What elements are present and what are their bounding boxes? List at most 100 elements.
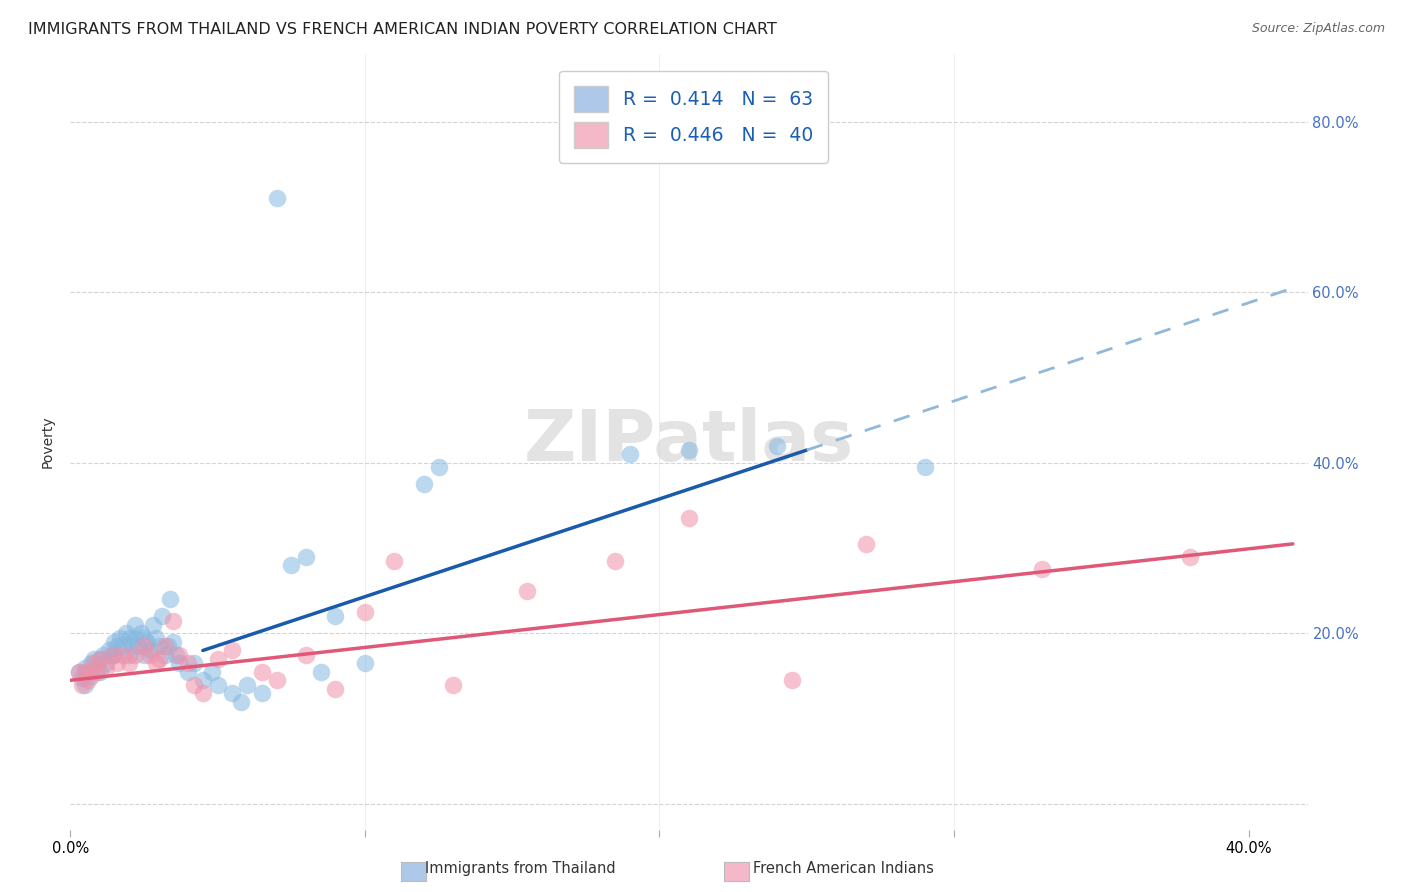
Point bbox=[177, 665, 200, 679]
Point bbox=[135, 635, 157, 649]
Point bbox=[231, 695, 253, 709]
Point bbox=[162, 635, 184, 649]
Point bbox=[191, 673, 214, 688]
Point bbox=[83, 657, 105, 671]
Point bbox=[207, 677, 229, 691]
Text: IMMIGRANTS FROM THAILAND VS FRENCH AMERICAN INDIAN POVERTY CORRELATION CHART: IMMIGRANTS FROM THAILAND VS FRENCH AMERI… bbox=[28, 22, 778, 37]
Point bbox=[86, 665, 108, 679]
Point bbox=[145, 657, 167, 671]
Point bbox=[169, 648, 191, 662]
Point bbox=[83, 652, 105, 666]
Point bbox=[309, 665, 332, 679]
Point bbox=[67, 665, 90, 679]
Point bbox=[89, 652, 111, 666]
Point bbox=[441, 677, 464, 691]
Point bbox=[221, 643, 243, 657]
Point bbox=[236, 677, 259, 691]
Point bbox=[129, 626, 152, 640]
Point bbox=[70, 671, 93, 685]
Point bbox=[118, 657, 141, 671]
Point bbox=[139, 643, 162, 657]
Point bbox=[121, 639, 143, 653]
Point bbox=[150, 609, 173, 624]
Point bbox=[132, 639, 155, 653]
Text: Immigrants from Thailand: Immigrants from Thailand bbox=[425, 861, 616, 876]
Point bbox=[80, 657, 103, 671]
Point bbox=[107, 639, 129, 653]
Point bbox=[80, 665, 103, 679]
Point bbox=[280, 558, 302, 573]
Point bbox=[295, 549, 318, 564]
Text: ZIPatlas: ZIPatlas bbox=[524, 407, 853, 476]
Point bbox=[354, 657, 377, 671]
Point bbox=[94, 657, 117, 671]
Point bbox=[266, 673, 288, 688]
Point bbox=[766, 439, 789, 453]
Point bbox=[159, 592, 181, 607]
Point bbox=[118, 631, 141, 645]
Point bbox=[127, 639, 149, 653]
Point bbox=[110, 631, 132, 645]
Point bbox=[80, 669, 103, 683]
Point bbox=[148, 639, 170, 653]
Point bbox=[100, 648, 122, 662]
Point bbox=[162, 614, 184, 628]
Point bbox=[855, 537, 877, 551]
Point bbox=[266, 192, 288, 206]
Point bbox=[112, 639, 135, 653]
Point bbox=[118, 648, 141, 662]
Point bbox=[94, 660, 117, 674]
Point bbox=[139, 648, 162, 662]
Point bbox=[156, 639, 179, 653]
Text: French American Indians: French American Indians bbox=[754, 861, 934, 876]
Point bbox=[145, 631, 167, 645]
Point bbox=[132, 648, 155, 662]
Point bbox=[382, 554, 405, 568]
Point bbox=[914, 460, 936, 475]
Point bbox=[250, 686, 273, 700]
Point bbox=[86, 660, 108, 674]
Point bbox=[77, 673, 100, 688]
Point bbox=[295, 648, 318, 662]
Point bbox=[412, 477, 434, 491]
Point bbox=[73, 677, 96, 691]
Point bbox=[678, 443, 700, 458]
Point bbox=[142, 618, 165, 632]
Point bbox=[97, 643, 120, 657]
Point bbox=[89, 665, 111, 679]
Point bbox=[1178, 549, 1201, 564]
Point bbox=[678, 511, 700, 525]
Point bbox=[115, 626, 138, 640]
Point bbox=[153, 639, 176, 653]
Point bbox=[780, 673, 803, 688]
Point bbox=[516, 583, 538, 598]
Text: Source: ZipAtlas.com: Source: ZipAtlas.com bbox=[1251, 22, 1385, 36]
Point bbox=[165, 648, 187, 662]
Point bbox=[191, 686, 214, 700]
Point bbox=[77, 665, 100, 679]
Point bbox=[73, 660, 96, 674]
Point bbox=[605, 554, 627, 568]
Point bbox=[221, 686, 243, 700]
Point bbox=[250, 665, 273, 679]
Point bbox=[183, 657, 205, 671]
Point bbox=[148, 652, 170, 666]
Point bbox=[67, 665, 90, 679]
Point bbox=[354, 605, 377, 619]
Y-axis label: Poverty: Poverty bbox=[41, 416, 55, 467]
Point bbox=[124, 648, 146, 662]
Point bbox=[112, 648, 135, 662]
Point bbox=[153, 648, 176, 662]
Point bbox=[1031, 562, 1053, 576]
Point bbox=[207, 652, 229, 666]
Point bbox=[103, 648, 125, 662]
Point bbox=[103, 635, 125, 649]
Legend: R =  0.414   N =  63, R =  0.446   N =  40: R = 0.414 N = 63, R = 0.446 N = 40 bbox=[560, 70, 828, 163]
Point bbox=[201, 665, 224, 679]
Point bbox=[124, 631, 146, 645]
Point bbox=[427, 460, 450, 475]
Point bbox=[169, 657, 191, 671]
Point bbox=[100, 648, 122, 662]
Point bbox=[177, 657, 200, 671]
Point bbox=[70, 677, 93, 691]
